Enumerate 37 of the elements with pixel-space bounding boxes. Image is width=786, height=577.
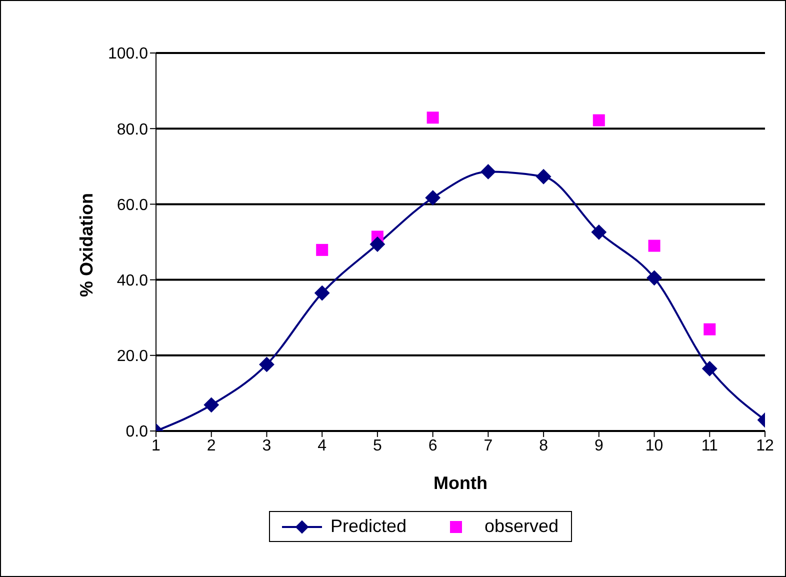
point bbox=[314, 286, 330, 301]
x-tick-label: 4 bbox=[318, 437, 327, 454]
y-tick-label: 0.0 bbox=[126, 424, 148, 441]
x-tick-label: 7 bbox=[484, 437, 493, 454]
y-tick-label: 20.0 bbox=[116, 348, 148, 366]
point bbox=[370, 236, 385, 252]
point bbox=[425, 190, 440, 206]
point bbox=[480, 164, 496, 180]
x-tick-label: 12 bbox=[756, 437, 774, 454]
y-tick-label: 60.0 bbox=[116, 196, 148, 214]
point bbox=[316, 244, 328, 256]
x-tick-label: 11 bbox=[701, 437, 718, 454]
point bbox=[426, 112, 439, 124]
point bbox=[702, 361, 718, 376]
x-tick-label: 2 bbox=[206, 437, 216, 454]
point bbox=[646, 270, 662, 286]
point bbox=[648, 240, 660, 252]
x-axis-title: Month bbox=[434, 473, 488, 493]
y-axis-title: % Oxidation bbox=[76, 192, 96, 297]
point bbox=[536, 169, 552, 184]
point bbox=[591, 224, 606, 240]
x-tick-label: 1 bbox=[152, 437, 161, 454]
x-tick-label: 10 bbox=[645, 437, 664, 454]
x-tick-label: 5 bbox=[373, 437, 382, 454]
y-tick-label: 40.0 bbox=[116, 272, 148, 290]
point bbox=[704, 323, 716, 336]
x-tick-label: 9 bbox=[594, 437, 604, 454]
x-tick-label: 3 bbox=[262, 437, 272, 454]
point bbox=[259, 356, 274, 372]
legend-label: observed bbox=[483, 516, 559, 537]
legend-label: Predicted bbox=[329, 516, 406, 537]
point bbox=[592, 114, 605, 126]
x-tick-label: 6 bbox=[428, 437, 438, 454]
y-tick-label: 100.0 bbox=[108, 46, 148, 63]
point bbox=[204, 397, 219, 412]
y-tick-label: 80.0 bbox=[116, 121, 148, 138]
x-tick-label: 8 bbox=[539, 437, 548, 454]
